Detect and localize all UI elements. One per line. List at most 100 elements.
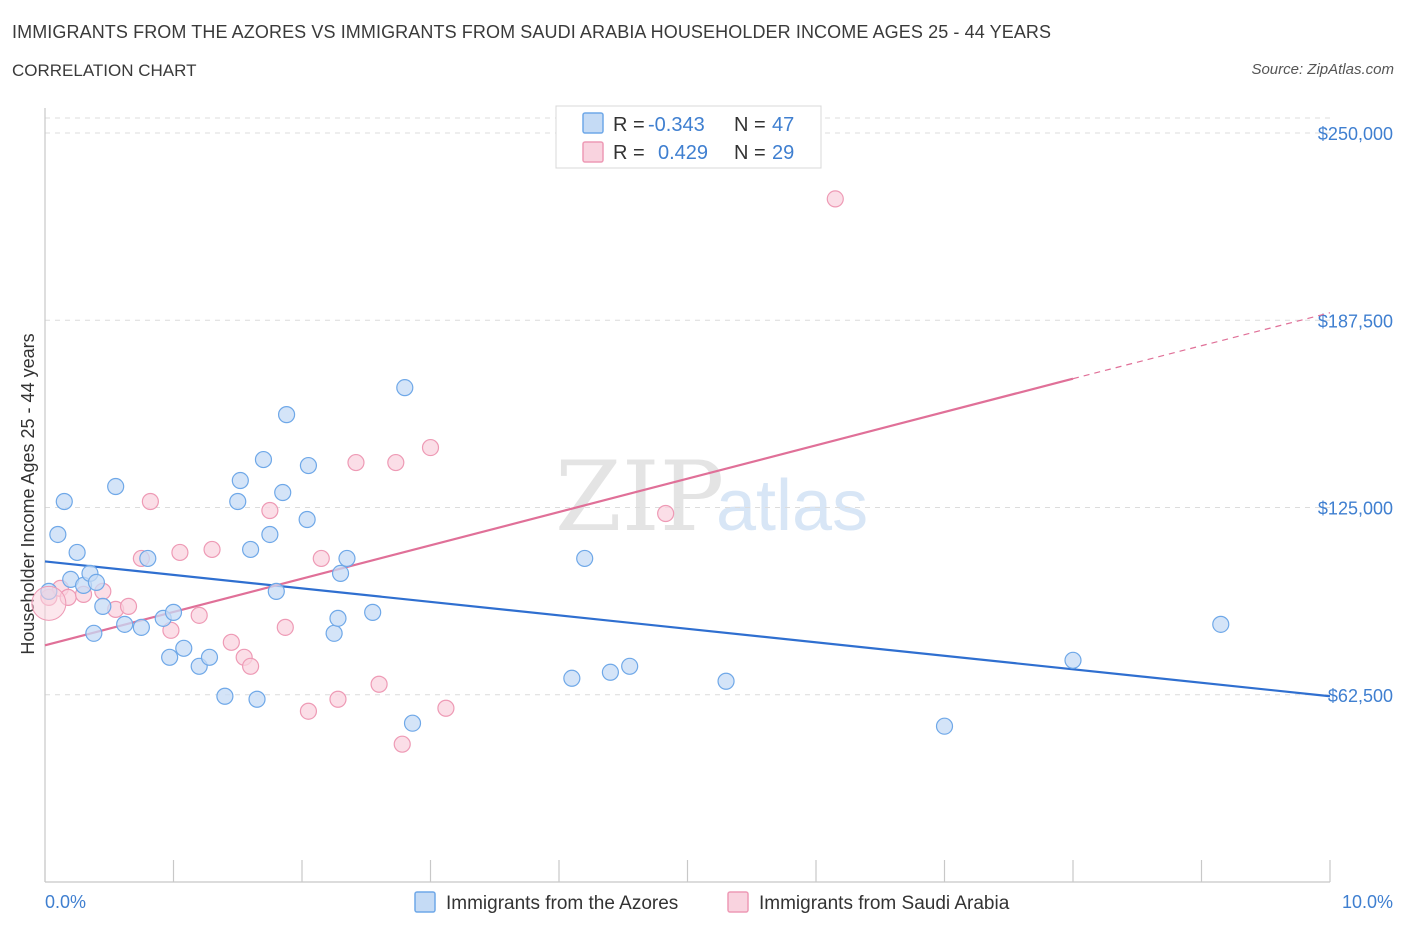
legend-n-value-azores: 47 bbox=[772, 114, 794, 136]
point-azores bbox=[49, 525, 67, 544]
point-azores bbox=[161, 648, 179, 666]
trend-line-azores bbox=[44, 560, 1331, 698]
legend-swatch-azores bbox=[582, 112, 604, 134]
trend-lines bbox=[44, 312, 1331, 698]
point-azores bbox=[601, 663, 620, 681]
zipatlas-watermark: ZIP atlas bbox=[555, 441, 868, 553]
point-saudi bbox=[437, 699, 455, 717]
point-azores bbox=[68, 543, 86, 562]
point-azores bbox=[139, 549, 157, 568]
legend-r-value-saudi: 0.429 bbox=[658, 142, 708, 164]
trend-line-saudi-extension bbox=[1072, 312, 1331, 380]
point-azores bbox=[277, 406, 296, 424]
chart-subtitle: CORRELATION CHART bbox=[12, 61, 197, 80]
point-azores bbox=[717, 672, 735, 690]
correlation-legend: R = -0.343 N = 47 R = 0.429 N = 29 bbox=[555, 105, 822, 169]
point-saudi bbox=[387, 453, 405, 472]
data-points bbox=[31, 190, 1230, 753]
point-azores bbox=[85, 624, 103, 642]
legend-n-label-saudi: N = bbox=[734, 142, 766, 164]
legend-n-value-saudi: 29 bbox=[772, 142, 794, 164]
source-label: Source: ZipAtlas.com bbox=[1251, 61, 1394, 78]
point-saudi bbox=[276, 618, 294, 636]
point-saudi bbox=[242, 657, 260, 675]
point-azores bbox=[261, 525, 279, 544]
point-azores bbox=[231, 471, 249, 490]
x-tick-labels: 0.0% 10.0% bbox=[45, 892, 1393, 912]
point-azores bbox=[55, 492, 73, 511]
point-azores bbox=[175, 639, 193, 657]
point-azores bbox=[621, 657, 639, 675]
point-azores bbox=[116, 615, 134, 633]
point-azores bbox=[563, 669, 581, 687]
point-azores bbox=[248, 690, 266, 708]
point-saudi bbox=[329, 690, 347, 708]
point-saudi bbox=[421, 438, 440, 457]
trend-line-saudi bbox=[44, 377, 1074, 647]
point-azores bbox=[229, 492, 247, 511]
series-swatch-saudi bbox=[727, 891, 749, 913]
point-azores bbox=[164, 603, 183, 621]
point-saudi bbox=[261, 501, 279, 520]
point-azores bbox=[107, 477, 125, 496]
point-saudi bbox=[171, 543, 189, 562]
point-saudi bbox=[203, 540, 221, 559]
point-azores bbox=[132, 618, 150, 636]
x-tick-label-min: 0.0% bbox=[45, 892, 86, 912]
legend-r-value-azores: -0.343 bbox=[648, 114, 705, 136]
point-saudi bbox=[657, 504, 675, 523]
point-azores bbox=[274, 483, 292, 502]
point-azores bbox=[242, 540, 260, 559]
series-swatch-azores bbox=[414, 891, 436, 913]
point-saudi bbox=[393, 735, 411, 753]
point-saudi bbox=[119, 597, 138, 615]
point-saudi bbox=[222, 633, 240, 651]
point-azores bbox=[396, 379, 414, 397]
point-saudi bbox=[141, 492, 159, 511]
legend-r-label-saudi: R = bbox=[613, 142, 645, 164]
point-saudi bbox=[347, 453, 365, 472]
watermark-zip: ZIP bbox=[555, 441, 724, 553]
point-azores bbox=[267, 582, 285, 600]
y-tick-label: $62,500 bbox=[1328, 686, 1393, 706]
point-saudi bbox=[370, 675, 388, 693]
point-azores bbox=[1064, 651, 1082, 669]
grid-lines bbox=[45, 117, 1330, 696]
point-azores bbox=[254, 450, 273, 469]
point-azores bbox=[94, 597, 112, 615]
point-saudi bbox=[299, 702, 318, 720]
point-azores bbox=[329, 609, 347, 627]
y-tick-labels: $62,500 $125,000 $187,500 $250,000 bbox=[1318, 124, 1393, 706]
point-azores bbox=[87, 573, 106, 592]
series-legend: Immigrants from the Azores Immigrants fr… bbox=[414, 891, 1010, 914]
point-azores bbox=[325, 624, 343, 642]
point-azores bbox=[338, 549, 356, 568]
legend-swatch-saudi bbox=[582, 141, 604, 163]
point-saudi bbox=[190, 606, 208, 624]
y-tick-label: $250,000 bbox=[1318, 124, 1393, 144]
y-tick-label: $187,500 bbox=[1318, 311, 1393, 331]
point-azores bbox=[576, 549, 594, 568]
x-tick-label-max: 10.0% bbox=[1342, 892, 1393, 912]
point-azores bbox=[403, 714, 422, 732]
legend-r-label-azores: R = bbox=[613, 114, 645, 136]
axes bbox=[44, 108, 1331, 883]
watermark-atlas: atlas bbox=[716, 466, 868, 546]
point-azores bbox=[935, 717, 954, 735]
point-saudi bbox=[826, 190, 844, 208]
point-azores bbox=[298, 510, 316, 529]
series-label-saudi: Immigrants from Saudi Arabia bbox=[759, 893, 1010, 914]
point-azores bbox=[364, 603, 382, 621]
point-azores bbox=[1212, 615, 1230, 633]
point-azores bbox=[299, 456, 318, 475]
point-saudi-large bbox=[31, 585, 67, 621]
y-tick-label: $125,000 bbox=[1318, 499, 1393, 519]
y-axis-label: Householder Income Ages 25 - 44 years bbox=[18, 333, 38, 654]
point-saudi bbox=[162, 621, 180, 639]
series-label-azores: Immigrants from the Azores bbox=[446, 893, 678, 914]
chart-title: IMMIGRANTS FROM THE AZORES VS IMMIGRANTS… bbox=[12, 22, 1052, 42]
point-azores bbox=[200, 648, 219, 666]
legend-n-label-azores: N = bbox=[734, 114, 766, 136]
point-saudi bbox=[312, 549, 330, 568]
